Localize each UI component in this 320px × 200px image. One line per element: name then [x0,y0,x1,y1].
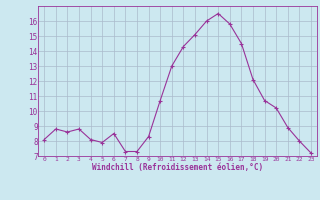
X-axis label: Windchill (Refroidissement éolien,°C): Windchill (Refroidissement éolien,°C) [92,163,263,172]
